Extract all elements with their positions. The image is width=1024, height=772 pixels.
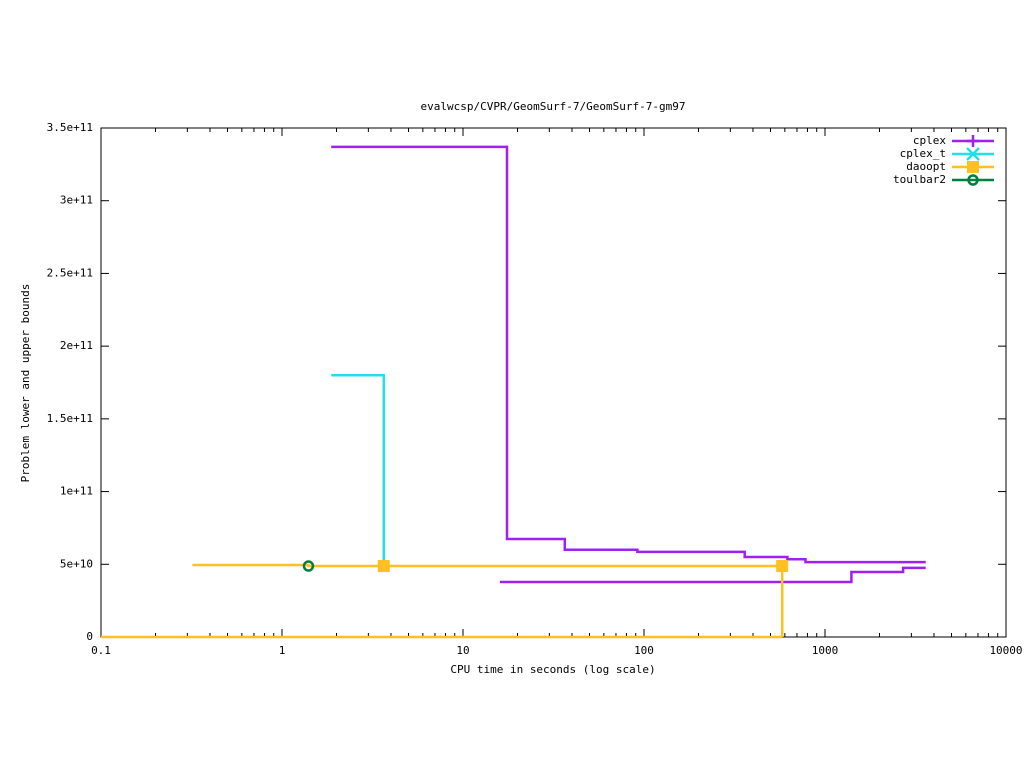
series-line (331, 373, 386, 566)
legend-marker (967, 174, 979, 186)
y-tick-label: 1e+11 (60, 485, 93, 498)
x-tick-label: 1 (279, 644, 286, 657)
x-tick-label: 1000 (812, 644, 839, 657)
x-axis-label: CPU time in seconds (log scale) (450, 663, 655, 676)
series-line (331, 145, 926, 584)
legend-label: toulbar2 (893, 173, 946, 186)
marker (377, 560, 390, 573)
y-tick-label: 2.5e+11 (47, 266, 93, 279)
marker (302, 560, 315, 572)
chart-title: evalwcsp/CVPR/GeomSurf-7/GeomSurf-7-gm97 (421, 100, 686, 113)
legend-label: cplex (913, 134, 946, 147)
legend-label: daoopt (906, 160, 946, 173)
y-axis-label: Problem lower and upper bounds (19, 284, 32, 483)
y-tick-label: 1.5e+11 (47, 412, 93, 425)
x-tick-label: 0.1 (91, 644, 111, 657)
y-tick-label: 3.5e+11 (47, 121, 93, 134)
y-tick-label: 3e+11 (60, 194, 93, 207)
marker (776, 560, 789, 573)
x-tick-label: 100 (634, 644, 654, 657)
y-tick-label: 0 (86, 630, 93, 643)
legend-marker (967, 161, 979, 173)
x-tick-label: 10000 (989, 644, 1022, 657)
y-tick-label: 2e+11 (60, 339, 93, 352)
legend-marker (966, 147, 980, 161)
legend-marker (967, 135, 979, 147)
legend-label: cplex_t (900, 147, 946, 160)
x-tick-label: 10 (456, 644, 469, 657)
y-tick-label: 5e+10 (60, 557, 93, 570)
series-line (101, 563, 784, 639)
